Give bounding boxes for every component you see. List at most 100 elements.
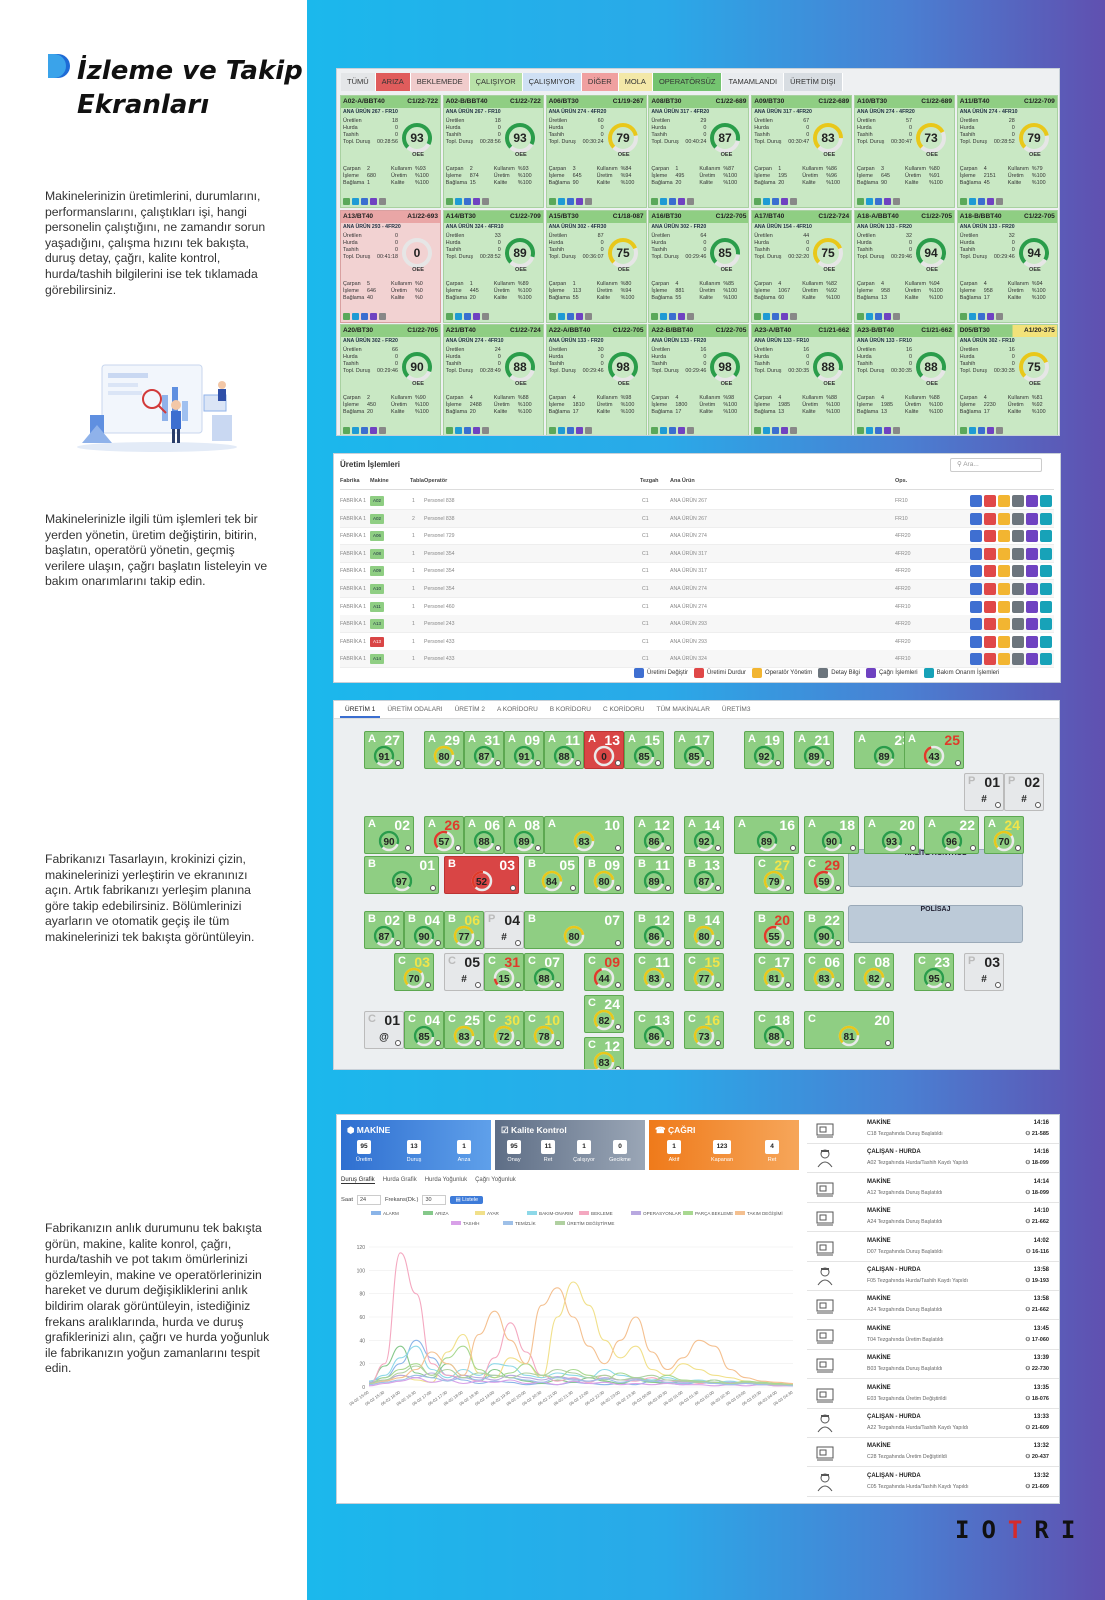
tab-hurda-yogunluk[interactable]: Hurda Yoğunluk <box>424 1177 468 1183</box>
change-production-icon[interactable] <box>970 547 982 560</box>
tool-icon[interactable] <box>687 198 695 205</box>
info-icon[interactable] <box>857 198 864 205</box>
operator-icon[interactable] <box>998 653 1010 666</box>
machine-card[interactable]: A14/BT30 C1/22-709 ANA ÜRÜN 324 - 4FR10 Üre… <box>442 209 544 323</box>
floor-machine[interactable]: C 01 @ <box>364 1011 404 1049</box>
detail-icon[interactable] <box>1012 618 1024 631</box>
floor-machine[interactable]: C 13 86 <box>634 1011 674 1049</box>
listele-button[interactable]: ▤ Listele <box>450 1196 484 1204</box>
chart-icon[interactable] <box>866 312 873 320</box>
operator-icon[interactable] <box>998 495 1010 507</box>
status-tab[interactable]: OPERATÖRSÜZ <box>652 73 723 91</box>
machine-card[interactable]: A18-B/BBT40 C1/22-705 ANA ÜRÜN 133 - FR20 Ü… <box>956 209 1058 323</box>
chart-icon[interactable] <box>557 427 565 435</box>
machine-card[interactable]: A23-A/BT40 C1/21-662 ANA ÜRÜN 133 - FR10 Ür… <box>751 324 853 435</box>
operator-icon[interactable] <box>998 618 1010 631</box>
tool-icon[interactable] <box>481 198 489 205</box>
phone-icon[interactable] <box>370 198 377 205</box>
feed-item[interactable]: MAKİNE A12 Tezgahında Duruş Başlatıldı 14:… <box>807 1174 1059 1203</box>
table-row[interactable]: FABRİKA 1 A13 1 Personel 243 C1 ANA ÜRÜN 293 4… <box>340 615 1054 634</box>
machine-card[interactable]: A17/BT40 C1/22-724 ANA ÜRÜN 154 - 4FR10 Üre… <box>751 209 853 323</box>
machine-summary-card[interactable]: ⬢ MAKİNE 95 13 1 Üretim Duruş Arıza <box>341 1120 491 1170</box>
info-icon[interactable] <box>343 312 350 320</box>
table-row[interactable]: FABRİKA 1 A06 1 Personel 729 C1 ANA ÜRÜN 274 4… <box>340 527 1054 546</box>
floor-machine[interactable]: A 29 80 <box>424 731 464 769</box>
floor-machine[interactable]: C 29 59 <box>804 856 844 894</box>
detail-icon[interactable] <box>1012 530 1024 543</box>
user-icon[interactable] <box>772 312 780 320</box>
info-icon[interactable] <box>548 427 556 435</box>
operator-icon[interactable] <box>998 512 1010 525</box>
table-row[interactable]: FABRİKA 1 A13 1 Personel 433 C1 ANA ÜRÜN 293 4… <box>340 633 1054 651</box>
user-icon[interactable] <box>977 427 985 435</box>
detail-icon[interactable] <box>1012 600 1024 613</box>
floor-tab[interactable]: TÜM MAKİNALAR <box>656 706 710 713</box>
info-icon[interactable] <box>959 427 967 435</box>
user-icon[interactable] <box>361 427 368 435</box>
floor-machine[interactable]: A 06 88 <box>464 816 504 854</box>
maintenance-icon[interactable] <box>1040 495 1052 507</box>
chart-icon[interactable] <box>352 427 359 435</box>
floor-machine[interactable]: A 17 85 <box>674 731 714 769</box>
chart-icon[interactable] <box>352 312 359 320</box>
tool-icon[interactable] <box>379 312 386 320</box>
floor-machine[interactable]: C 03 70 <box>394 953 434 991</box>
feed-item[interactable]: ÇALIŞAN - HURDA A22 Tezgahında Hurda/Tash… <box>807 1409 1059 1438</box>
info-icon[interactable] <box>857 427 864 435</box>
chart-icon[interactable] <box>968 198 976 205</box>
user-icon[interactable] <box>669 312 677 320</box>
stop-production-icon[interactable] <box>984 495 996 507</box>
floor-machine[interactable]: C 05 # <box>444 953 484 991</box>
floor-machine[interactable]: A 31 87 <box>464 731 504 769</box>
status-tab[interactable]: ARIZA <box>375 73 411 91</box>
floor-machine[interactable]: B 01 97 <box>364 856 439 894</box>
floor-machine[interactable]: A 20 93 <box>864 816 919 854</box>
floor-machine[interactable]: B 12 86 <box>634 911 674 949</box>
floor-machine[interactable]: A 09 91 <box>504 731 544 769</box>
change-production-icon[interactable] <box>970 635 982 648</box>
floor-machine[interactable]: A 12 86 <box>634 816 674 854</box>
status-tab[interactable]: TÜMÜ <box>341 73 376 91</box>
tab-cagri-yogunluk[interactable]: Çağrı Yoğunluk <box>475 1177 516 1183</box>
col-operator[interactable]: Operatör <box>424 478 448 484</box>
feed-item[interactable]: MAKİNE E03 Tezgahında Üretim Değiştirildi… <box>807 1380 1059 1409</box>
status-tab[interactable]: MOLA <box>618 73 653 91</box>
feed-item[interactable]: MAKİNE C28 Tezgahında Üretim Değiştirildi… <box>807 1438 1059 1468</box>
phone-icon[interactable] <box>884 312 891 320</box>
phone-icon[interactable] <box>678 312 686 320</box>
floor-machine[interactable]: C 12 83 <box>584 1037 624 1069</box>
floor-machine[interactable]: A 08 89 <box>504 816 544 854</box>
table-row[interactable]: FABRİKA 1 A10 1 Personel 354 C1 ANA ÜRÜN 274 4… <box>340 580 1054 598</box>
feed-item[interactable]: MAKİNE D07 Tezgahında Duruş Başlatıldı 14:… <box>807 1233 1059 1262</box>
info-icon[interactable] <box>445 198 453 205</box>
operator-icon[interactable] <box>998 565 1010 578</box>
chart-icon[interactable] <box>763 198 771 205</box>
feed-item[interactable]: MAKİNE A24 Tezgahında Duruş Başlatıldı 14:… <box>807 1203 1059 1233</box>
floor-machine[interactable]: C 30 72 <box>484 1011 524 1049</box>
phone-icon[interactable] <box>575 198 583 205</box>
user-icon[interactable] <box>361 198 368 205</box>
machine-card[interactable]: A11/BT40 C1/22-709 ANA ÜRÜN 274 - 4FR10 Üre… <box>956 95 1058 208</box>
floor-machine[interactable]: P 03 # <box>964 953 1004 991</box>
col-ana-urun[interactable]: Ana Ürün <box>670 478 695 484</box>
floor-machine[interactable]: B 11 89 <box>634 856 674 894</box>
floor-machine[interactable]: A 22 96 <box>924 816 979 854</box>
tool-icon[interactable] <box>584 198 592 205</box>
col-makine[interactable]: Makine <box>370 478 389 484</box>
feed-item[interactable]: ÇALIŞAN - HURDA A02 Tezgahında Hurda/Tash… <box>807 1144 1059 1174</box>
user-icon[interactable] <box>361 312 368 320</box>
machine-card[interactable]: A15/BT30 C1/18-087 ANA ÜRÜN 302 - 4FR30 Üre… <box>545 209 647 323</box>
tool-icon[interactable] <box>995 427 1003 435</box>
chart-icon[interactable] <box>968 312 976 320</box>
tool-icon[interactable] <box>584 312 592 320</box>
feed-item[interactable]: MAKİNE A24 Tezgahında Duruş Başlatıldı 13:… <box>807 1291 1059 1321</box>
machine-card[interactable]: A18-A/BBT40 C1/22-705 ANA ÜRÜN 133 - FR20 Ü… <box>854 209 955 323</box>
machine-card[interactable]: A13/BT40 A1/22-693 ANA ÜRÜN 293 - 4FR20 Üre… <box>340 209 441 323</box>
status-tab[interactable]: ÜRETİM DIŞI <box>784 73 843 91</box>
stop-production-icon[interactable] <box>984 583 996 595</box>
floor-machine[interactable]: P 02 # <box>1004 773 1044 811</box>
info-icon[interactable] <box>343 198 350 205</box>
machine-card[interactable]: A22-B/BBT40 C1/22-705 ANA ÜRÜN 133 - FR20 Ü… <box>648 324 750 435</box>
floor-machine[interactable]: C 24 82 <box>584 995 624 1033</box>
tool-icon[interactable] <box>893 198 900 205</box>
